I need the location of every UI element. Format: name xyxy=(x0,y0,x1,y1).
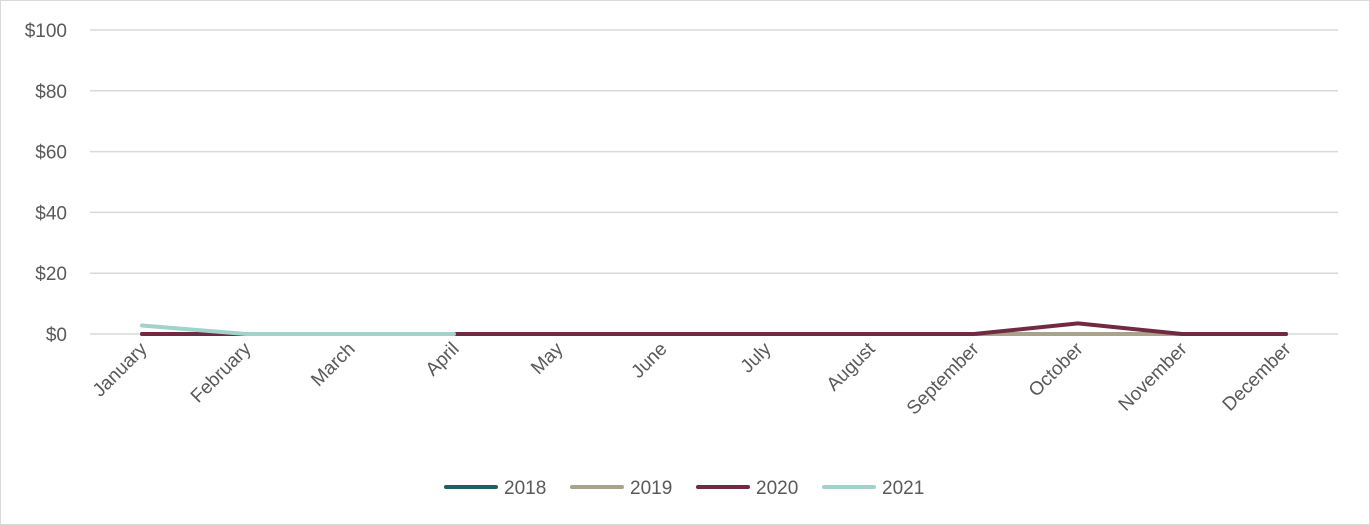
y-axis-labels: $100 $80 $60 $40 $20 $0 xyxy=(25,21,67,346)
legend-item: 2018 xyxy=(444,478,546,499)
y-tick-label: $60 xyxy=(35,143,67,164)
y-tick-label: $100 xyxy=(25,21,67,42)
x-tick-label: February xyxy=(187,338,256,407)
series-lines xyxy=(140,321,1288,336)
x-axis-labels: January February March April May June July Augu… xyxy=(89,338,1296,419)
x-tick-label: August xyxy=(823,338,880,395)
gridlines xyxy=(90,29,1338,335)
legend-item: 2021 xyxy=(822,478,924,499)
x-tick-label: October xyxy=(1025,338,1088,401)
y-tick-label: $20 xyxy=(35,264,67,285)
y-tick-label: $80 xyxy=(35,82,67,103)
x-tick-label: January xyxy=(89,338,152,401)
legend-label: 2019 xyxy=(630,478,672,499)
legend-item: 2020 xyxy=(696,478,798,499)
legend-item: 2019 xyxy=(570,478,672,499)
y-tick-label: $40 xyxy=(35,203,67,224)
series-line-2021 xyxy=(140,323,456,336)
x-tick-label: July xyxy=(737,338,776,377)
legend: 2018 2019 2020 2021 xyxy=(444,478,924,499)
legend-label: 2021 xyxy=(882,478,924,499)
x-tick-label: May xyxy=(527,338,568,379)
x-tick-label: June xyxy=(628,339,672,383)
x-tick-label: November xyxy=(1115,338,1192,415)
x-tick-label: September xyxy=(903,338,984,419)
legend-label: 2018 xyxy=(504,478,546,499)
y-tick-label: $0 xyxy=(46,325,67,346)
legend-label: 2020 xyxy=(756,478,798,499)
x-tick-label: December xyxy=(1219,338,1296,415)
x-tick-label: April xyxy=(422,339,464,381)
x-tick-label: March xyxy=(307,339,359,391)
